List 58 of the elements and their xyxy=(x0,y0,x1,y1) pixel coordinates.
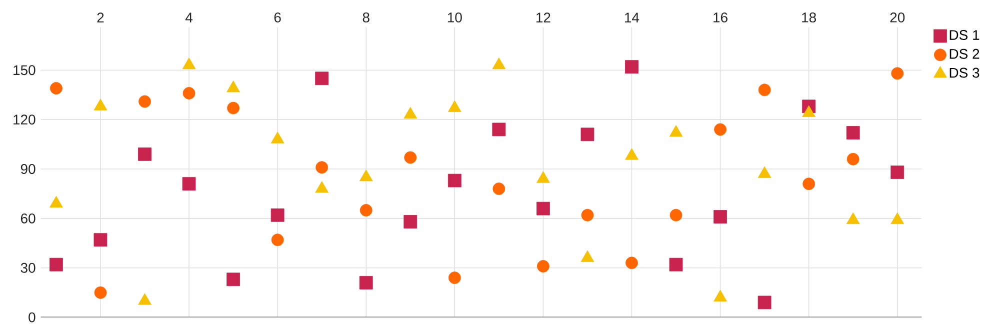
point xyxy=(714,123,726,136)
point xyxy=(182,177,196,191)
x-tick-label: 10 xyxy=(448,12,462,22)
legend-label: DS 2 xyxy=(950,48,980,59)
point xyxy=(758,296,772,310)
point xyxy=(138,95,151,108)
y-tick-label: 0 xyxy=(28,312,36,322)
point xyxy=(359,276,373,290)
point xyxy=(316,161,328,174)
point xyxy=(94,233,108,247)
point xyxy=(492,182,506,195)
point xyxy=(846,152,860,166)
x-tick-label: 12 xyxy=(536,12,550,22)
point xyxy=(580,128,594,142)
point xyxy=(581,208,594,222)
point xyxy=(670,208,682,222)
point xyxy=(94,286,107,299)
point xyxy=(226,272,240,286)
point xyxy=(271,234,284,246)
point xyxy=(492,122,506,136)
point xyxy=(891,67,904,80)
y-tick-label: 60 xyxy=(20,213,36,224)
legend-label: DS 3 xyxy=(950,68,980,78)
x-tick-label: 18 xyxy=(802,12,816,22)
point xyxy=(182,87,196,100)
y-tick-label: 120 xyxy=(14,114,36,125)
point xyxy=(50,258,63,272)
point xyxy=(846,126,860,140)
point xyxy=(315,72,329,86)
point xyxy=(227,102,240,114)
point xyxy=(890,166,904,179)
point xyxy=(669,258,683,272)
point xyxy=(360,204,372,216)
x-tick-label: 20 xyxy=(890,12,905,22)
legend-label: DS 1 xyxy=(950,30,980,40)
x-tick-label: 16 xyxy=(714,12,728,22)
point xyxy=(536,260,550,272)
point xyxy=(625,60,638,74)
y-tick-label: 30 xyxy=(20,262,36,273)
y-tick-label: 90 xyxy=(20,164,36,174)
point xyxy=(404,151,417,164)
x-tick-label: 14 xyxy=(625,12,640,22)
point xyxy=(448,272,461,284)
point xyxy=(138,147,152,161)
point xyxy=(758,84,771,96)
point xyxy=(404,215,418,228)
x-tick-label: 6 xyxy=(274,12,281,22)
point xyxy=(448,174,462,188)
point xyxy=(626,256,638,270)
point xyxy=(714,210,727,224)
x-tick-label: 2 xyxy=(97,12,104,22)
x-tick-label: 8 xyxy=(362,12,370,22)
point xyxy=(50,82,62,94)
point xyxy=(270,208,284,222)
point xyxy=(536,202,550,216)
x-tick-label: 4 xyxy=(185,12,192,22)
y-tick-label: 150 xyxy=(14,65,36,76)
point xyxy=(802,178,816,190)
